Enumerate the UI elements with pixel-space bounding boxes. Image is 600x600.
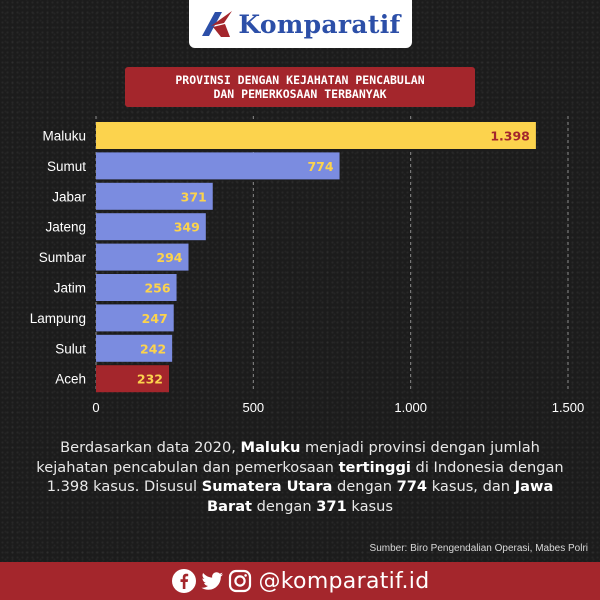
x-tick-label: 1.000	[394, 400, 427, 415]
data-label: 774	[307, 159, 333, 174]
social-handle[interactable]: @komparatif.id	[258, 568, 430, 594]
instagram-icon[interactable]	[227, 568, 253, 594]
x-tick-label: 500	[242, 400, 264, 415]
facebook-icon[interactable]	[171, 568, 197, 594]
caption-bold: tertinggi	[338, 458, 411, 476]
komparatif-logo-icon	[202, 11, 233, 37]
caption-segment: kasus, dan	[427, 478, 515, 495]
bar	[96, 243, 189, 271]
category-label: Maluku	[42, 129, 86, 144]
category-label: Jateng	[45, 220, 86, 235]
category-label: Sulut	[55, 341, 86, 356]
data-label: 242	[140, 341, 166, 356]
caption-bold: 371	[316, 497, 347, 515]
caption-text: Berdasarkan data 2020, Maluku menjadi pr…	[30, 438, 570, 516]
data-label: 349	[174, 220, 200, 235]
x-tick-label: 0	[92, 400, 99, 415]
caption-segment: dengan	[332, 478, 397, 495]
caption-bold: Jawa Barat	[207, 478, 554, 515]
chart-title-line2: DAN PEMERKOSAAN TERBANYAK	[213, 87, 387, 101]
bar	[96, 122, 536, 149]
caption-bold: Sumatera Utara	[201, 478, 333, 495]
bar	[96, 334, 173, 362]
bar	[96, 274, 177, 301]
bar	[96, 365, 170, 393]
category-label: Sumut	[47, 159, 86, 174]
caption-segment: menjadi provinsi dengan jumlah kejahatan…	[36, 439, 540, 476]
data-label: 1.398	[490, 129, 530, 144]
footer-bar: @komparatif.id	[0, 562, 600, 600]
category-label: Aceh	[55, 372, 86, 387]
bar	[96, 304, 174, 332]
caption-segment: Berdasarkan data 2020,	[60, 439, 241, 456]
x-tick-label: 1.500	[552, 400, 585, 415]
chart-title: PROVINSI DENGAN KEJAHATAN PENCABULAN DAN…	[125, 67, 475, 107]
caption-bold: Maluku	[240, 439, 301, 456]
data-label: 371	[181, 189, 207, 204]
data-label: 256	[144, 281, 170, 296]
data-label: 247	[142, 311, 168, 326]
bar	[96, 152, 340, 180]
caption-segment: di Indonesia dengan 1.398 kasus. Disusul	[46, 458, 564, 496]
chart-title-line1: PROVINSI DENGAN KEJAHATAN PENCABULAN	[175, 73, 425, 87]
bar	[96, 182, 213, 210]
twitter-icon[interactable]	[199, 568, 225, 594]
data-label: 294	[156, 250, 182, 265]
bar	[96, 213, 206, 241]
category-label: Jabar	[52, 189, 86, 204]
brand-logo: Komparatif	[189, 0, 412, 48]
source-note: Sumber: Biro Pengendalian Operasi, Mabes…	[369, 543, 588, 554]
caption-bold: 774	[396, 478, 428, 495]
data-label: 232	[137, 372, 163, 387]
bar-chart: 0 500 1.000 1.500 Maluku 1.398 Sumut 774 Jabar 37…	[30, 116, 585, 415]
category-label: Sumbar	[39, 250, 87, 265]
category-label: Lampung	[30, 311, 86, 326]
caption-segment: kasus	[346, 497, 393, 515]
brand-name: Komparatif	[238, 9, 401, 39]
category-label: Jatim	[54, 281, 86, 296]
caption-segment: dengan	[252, 497, 317, 515]
